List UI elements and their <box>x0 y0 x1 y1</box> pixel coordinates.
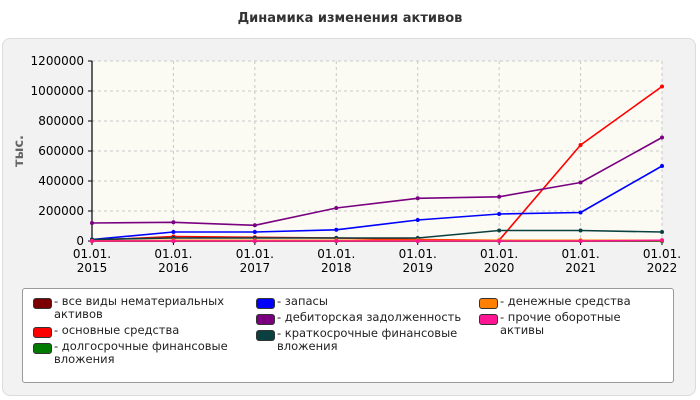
x-tick-label: 2015 <box>77 261 108 275</box>
series-1-point <box>578 143 583 147</box>
series-3-point <box>415 218 420 222</box>
legend-label: - все виды нематериальных активов <box>54 294 225 321</box>
y-tick-label: 400000 <box>38 174 84 188</box>
series-7-point <box>660 238 664 243</box>
x-tick-label: 01.01. <box>480 247 518 261</box>
legend-label: - долгосрочные финансовые вложения <box>54 339 228 366</box>
x-tick-label: 2020 <box>484 261 515 275</box>
x-tick-label: 01.01. <box>154 247 192 261</box>
legend-label: - денежные средства <box>500 294 631 308</box>
x-tick-label: 2017 <box>240 261 271 275</box>
chart-title: Динамика изменения активов <box>237 11 463 26</box>
y-tick-label: 800000 <box>38 114 84 128</box>
legend-item: - долгосрочные финансовые вложения <box>33 340 243 369</box>
series-7-point <box>578 239 583 243</box>
series-4-point <box>334 206 339 210</box>
y-tick-label: 1000000 <box>31 84 84 98</box>
series-3-point <box>252 230 257 234</box>
chart-plot: 0 200000 400000 600000 800000 1000000 1200000 0… <box>12 54 681 275</box>
x-tick-label: 01.01. <box>399 247 437 261</box>
series-4-point <box>90 221 94 225</box>
series-7-point <box>171 239 176 243</box>
x-tick-label: 2016 <box>158 261 189 275</box>
legend-item: - запасы <box>256 295 471 311</box>
series-4-point <box>252 223 257 228</box>
series-1-point <box>660 84 664 89</box>
series-line-7 <box>92 239 663 242</box>
series-3-point <box>171 230 176 234</box>
x-tick-label: 01.01. <box>73 247 111 261</box>
legend-item: - все виды нематериальных активов <box>33 295 243 324</box>
legend-item: - основные средства <box>33 324 243 340</box>
legend-item: - денежные средства <box>479 295 669 311</box>
series-3-point <box>497 212 502 216</box>
series-7-point <box>415 239 420 243</box>
series-line-3 <box>91 165 663 241</box>
legend-item: - краткосрочные финансовые вложения <box>256 327 471 356</box>
legend-swatch <box>479 314 498 325</box>
series-4-point <box>578 180 583 185</box>
chart-legend: - все виды нематериальных активов - основ… <box>22 288 674 383</box>
series-4-point <box>171 220 176 225</box>
x-tick-label: 2018 <box>321 261 352 275</box>
x-tick-label: 2022 <box>647 261 678 275</box>
series-line-5 <box>91 229 663 241</box>
legend-column: - запасы - дебиторская задолженность - кра… <box>256 295 471 356</box>
series-line-4 <box>91 136 663 227</box>
series-3-point <box>660 164 664 168</box>
legend-label: - краткосрочные финансовые вложения <box>277 326 458 353</box>
y-tick-label: 600000 <box>38 144 84 158</box>
legend-swatch <box>33 343 52 354</box>
legend-swatch <box>479 298 498 309</box>
y-tick-label: 1200000 <box>31 54 84 68</box>
legend-label: - основные средства <box>54 323 180 337</box>
legend-column: - все виды нематериальных активов - основ… <box>33 295 243 369</box>
y-axis-label: тыс. <box>12 135 27 167</box>
x-tick-label: 01.01. <box>317 247 355 261</box>
series-5-point <box>497 228 502 233</box>
legend-swatch <box>256 298 275 309</box>
legend-column: - денежные средства - прочие оборотные ак… <box>479 295 669 337</box>
series-7-point <box>334 239 339 243</box>
x-tick-label: 01.01. <box>236 247 274 261</box>
series-3-point <box>578 210 583 215</box>
legend-swatch <box>33 327 52 338</box>
series-4-point <box>415 196 420 201</box>
legend-swatch <box>33 298 52 309</box>
legend-swatch <box>256 314 275 325</box>
y-tick-label: 0 <box>76 234 84 248</box>
series-4-point <box>660 135 664 140</box>
legend-label: - дебиторская задолженность <box>277 310 462 324</box>
x-tick-label: 2021 <box>565 261 596 275</box>
series-7-point <box>497 239 502 243</box>
legend-item: - дебиторская задолженность <box>256 311 471 327</box>
x-tick-label: 01.01. <box>561 247 599 261</box>
legend-label: - запасы <box>277 294 328 308</box>
legend-label: - прочие оборотные активы <box>500 310 621 337</box>
series-5-point <box>660 230 664 234</box>
series-4-point <box>497 194 502 199</box>
series-7-point <box>252 239 257 243</box>
legend-swatch <box>256 330 275 341</box>
y-tick-label: 200000 <box>38 204 84 218</box>
series-3-point <box>334 227 339 232</box>
series-5-point <box>578 228 583 233</box>
x-tick-label: 01.01. <box>643 247 681 261</box>
series-7-point <box>90 239 94 243</box>
legend-item: - прочие оборотные активы <box>479 311 669 337</box>
x-tick-label: 2019 <box>402 261 433 275</box>
